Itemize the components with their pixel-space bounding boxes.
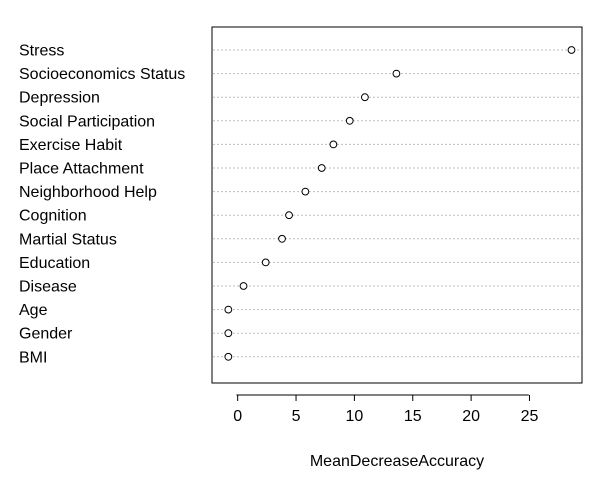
data-point xyxy=(567,46,576,54)
category-label: Cognition xyxy=(19,208,87,225)
data-point xyxy=(278,234,286,243)
data-point xyxy=(285,211,293,220)
category-labels: Stress Socioeconomics Status Depression Soc… xyxy=(19,43,185,367)
data-points xyxy=(224,46,576,361)
category-label: Martial Status xyxy=(19,231,117,248)
data-point xyxy=(301,187,310,196)
data-point xyxy=(329,140,338,149)
x-tick-label: 20 xyxy=(462,408,480,425)
category-label: Depression xyxy=(19,90,100,107)
data-point xyxy=(361,93,369,102)
data-point xyxy=(345,116,354,125)
category-label: Gender xyxy=(19,326,73,343)
data-point xyxy=(317,164,326,172)
row-guides xyxy=(213,49,581,358)
data-point xyxy=(224,305,233,314)
x-tick-label: 10 xyxy=(345,408,363,425)
data-point xyxy=(261,258,270,267)
x-axis-title: MeanDecreaseAccuracy xyxy=(310,453,484,470)
category-label: Age xyxy=(19,302,48,319)
x-axis: 0 5 10 15 20 25 xyxy=(233,394,539,425)
x-tick-label: 5 xyxy=(292,408,301,425)
category-label: Socioeconomics Status xyxy=(19,66,185,83)
category-label: Disease xyxy=(19,279,77,296)
x-tick-label: 25 xyxy=(521,408,539,425)
category-label: Stress xyxy=(19,43,64,60)
plot-frame xyxy=(211,26,583,384)
category-label: Social Participation xyxy=(19,113,155,130)
data-point xyxy=(239,282,248,290)
category-label: Place Attachment xyxy=(19,161,144,178)
data-point xyxy=(392,69,401,78)
x-tick-label: 15 xyxy=(404,408,422,425)
category-label: BMI xyxy=(19,349,47,366)
category-label: Neighborhood Help xyxy=(19,184,157,201)
data-point xyxy=(224,352,233,361)
x-tick-label: 0 xyxy=(233,408,242,425)
data-point xyxy=(224,329,233,338)
category-label: Exercise Habit xyxy=(19,137,123,154)
category-label: Education xyxy=(19,255,90,272)
